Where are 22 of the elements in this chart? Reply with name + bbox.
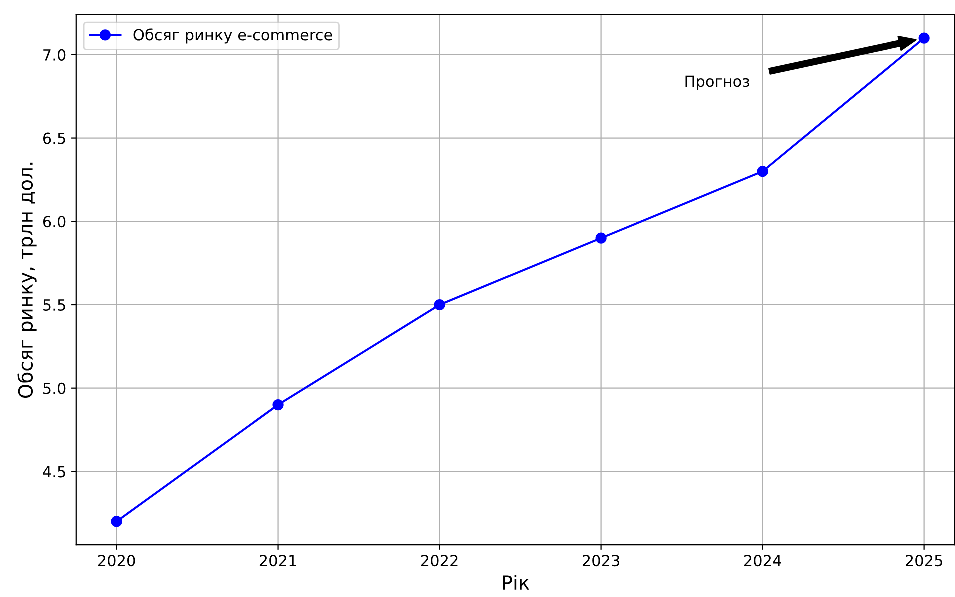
y-tick-label: 6.0	[43, 216, 66, 228]
x-tick-label: 2020	[98, 555, 136, 567]
x-axis-title: Рік	[503, 575, 530, 590]
point	[434, 299, 446, 311]
point	[111, 516, 122, 528]
point	[596, 232, 607, 244]
annotation: Прогноз	[686, 76, 750, 90]
point	[272, 399, 284, 411]
y-tick-label: 5.5	[44, 300, 66, 312]
point	[757, 166, 768, 178]
x-tick-label: 2025	[906, 555, 942, 567]
y-tick-label: 6.5	[43, 132, 66, 144]
y-tick-label: 4.5	[43, 466, 66, 478]
y-tick-label: 7.0	[44, 49, 66, 61]
point	[918, 32, 930, 44]
x-tick-label: 2021	[260, 555, 296, 567]
x-tick-label: 2023	[582, 555, 620, 567]
x-tick-label: 2022	[421, 555, 458, 567]
x-tick-label: 2024	[744, 555, 782, 567]
y-axis-title: Обсяг ринку, трлн дол.	[18, 162, 37, 398]
legend-label: Обсяг ринку e-commerce	[134, 28, 332, 44]
y-tick-label: 5.0	[44, 382, 66, 394]
